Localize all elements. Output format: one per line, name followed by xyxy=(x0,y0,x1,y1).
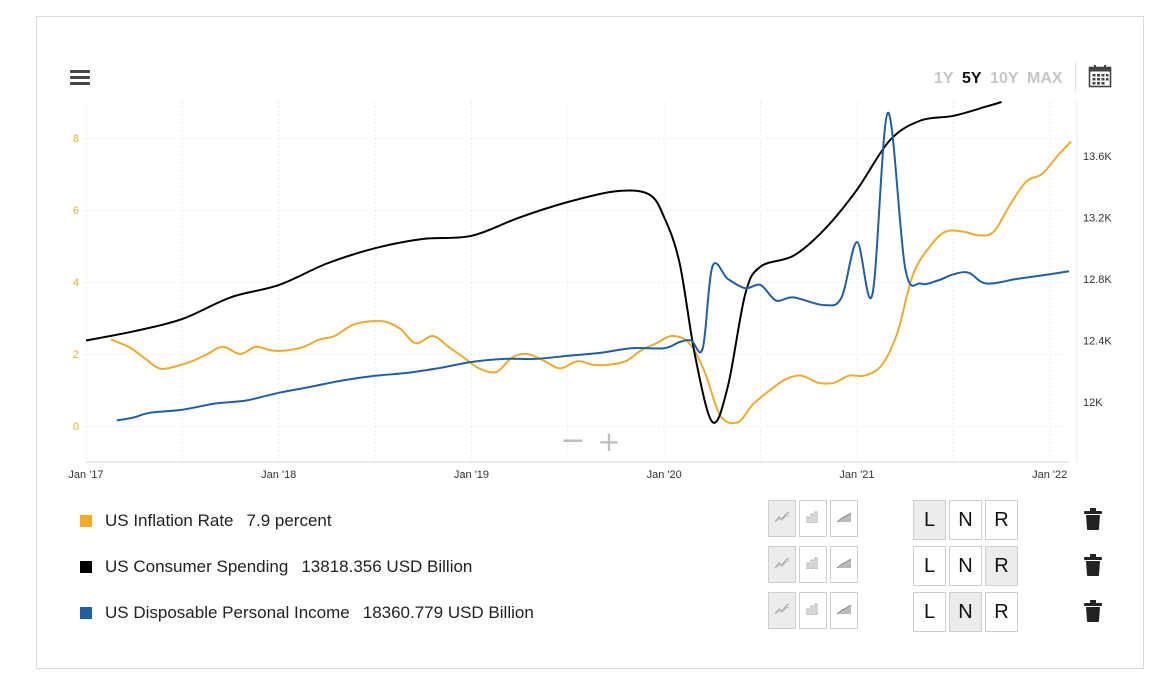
trash-icon[interactable] xyxy=(1084,554,1102,581)
range-selector: 1Y 5Y 10Y MAX xyxy=(934,70,1067,88)
axis-l-button[interactable]: L xyxy=(913,500,946,540)
left-axis-tick-label: 4 xyxy=(73,277,79,289)
right-axis-tick-label: 12.4K xyxy=(1083,335,1112,347)
legend-series-name: US Disposable Personal Income xyxy=(105,603,350,622)
trash-icon[interactable] xyxy=(1084,600,1102,627)
area-type-button[interactable] xyxy=(830,546,858,583)
left-y-axis: 0 2 4 6 8 xyxy=(73,133,79,433)
left-axis-tick-label: 2 xyxy=(73,349,79,361)
axis-l-button[interactable]: L xyxy=(913,592,946,632)
bar-type-button[interactable] xyxy=(799,592,827,629)
area-type-icon xyxy=(836,556,852,574)
line-type-button[interactable] xyxy=(768,546,796,583)
right-axis-tick-label: 12K xyxy=(1083,397,1103,409)
right-axis-tick-label: 12.8K xyxy=(1083,274,1112,286)
chart-type-buttons xyxy=(768,592,861,629)
line-type-button[interactable] xyxy=(768,500,796,537)
x-axis-tick-label: Jan '17 xyxy=(68,469,103,481)
axis-r-button[interactable]: R xyxy=(985,546,1018,586)
right-y-axis: 12K 12.4K 12.8K 13.2K 13.6K xyxy=(1083,151,1112,409)
axis-n-button[interactable]: N xyxy=(949,500,982,540)
chart-type-buttons xyxy=(768,500,861,537)
series-line-consumer-spending[interactable] xyxy=(85,101,1002,424)
hamburger-menu-icon[interactable] xyxy=(70,70,90,86)
left-axis-tick-label: 0 xyxy=(73,421,79,433)
bar-type-button[interactable] xyxy=(799,500,827,537)
bar-type-icon xyxy=(805,510,821,528)
chart-type-buttons xyxy=(768,546,861,583)
series-line-disposable-income[interactable] xyxy=(116,111,1070,422)
area-type-button[interactable] xyxy=(830,592,858,629)
zoom-in-button[interactable]: + xyxy=(597,425,620,458)
legend-series-value: 13818.356 USD Billion xyxy=(301,557,473,576)
range-5y-button[interactable]: 5Y xyxy=(962,70,982,87)
x-axis-tick-label: Jan '18 xyxy=(261,469,296,481)
axis-n-button[interactable]: N xyxy=(949,546,982,586)
x-axis-tick-label: Jan '21 xyxy=(839,469,874,481)
axis-n-button[interactable]: N xyxy=(949,592,982,632)
legend-row-disposable-income: US Disposable Personal Income 18360.779 … xyxy=(80,601,534,625)
zoom-out-button[interactable]: − xyxy=(560,423,585,458)
right-axis-tick-label: 13.2K xyxy=(1083,212,1112,224)
line-type-icon xyxy=(774,510,790,528)
calendar-icon[interactable] xyxy=(1088,64,1112,88)
legend-series-value: 18360.779 USD Billion xyxy=(362,603,534,622)
bar-type-icon xyxy=(805,556,821,574)
legend-row-inflation: US Inflation Rate 7.9 percent xyxy=(80,509,332,533)
toolbar-divider xyxy=(1075,62,1076,92)
axis-r-button[interactable]: R xyxy=(985,500,1018,540)
line-type-icon xyxy=(774,556,790,574)
legend-series-name: US Inflation Rate xyxy=(105,511,234,530)
area-type-icon xyxy=(836,510,852,528)
legend-series-value: 7.9 percent xyxy=(246,511,332,530)
legend-row-consumer-spending: US Consumer Spending 13818.356 USD Billi… xyxy=(80,555,472,579)
left-axis-tick-label: 6 xyxy=(73,205,79,217)
bar-type-icon xyxy=(805,602,821,620)
legend-swatch xyxy=(80,561,92,573)
left-axis-tick-label: 8 xyxy=(73,133,79,145)
x-axis-tick-label: Jan '22 xyxy=(1032,469,1067,481)
legend-swatch xyxy=(80,515,92,527)
x-axis-tick-label: Jan '19 xyxy=(454,469,489,481)
x-axis: Jan '17 Jan '18 Jan '19 Jan '20 Jan '21 Jan '… xyxy=(68,469,1067,481)
series-line-inflation-rate[interactable] xyxy=(110,140,1072,425)
chart-grid xyxy=(85,102,1078,463)
right-axis-tick-label: 13.6K xyxy=(1083,151,1112,163)
line-type-icon xyxy=(774,602,790,620)
line-type-button[interactable] xyxy=(768,592,796,629)
range-1y-button[interactable]: 1Y xyxy=(934,70,954,87)
trash-icon[interactable] xyxy=(1084,508,1102,535)
range-max-button[interactable]: MAX xyxy=(1026,70,1063,87)
area-type-icon xyxy=(836,602,852,620)
legend-swatch xyxy=(80,607,92,619)
legend-series-name: US Consumer Spending xyxy=(105,557,289,576)
x-axis-tick-label: Jan '20 xyxy=(647,469,682,481)
range-10y-button[interactable]: 10Y xyxy=(990,70,1019,87)
area-type-button[interactable] xyxy=(830,500,858,537)
chart-series xyxy=(85,101,1072,425)
axis-l-button[interactable]: L xyxy=(913,546,946,586)
axis-r-button[interactable]: R xyxy=(985,592,1018,632)
bar-type-button[interactable] xyxy=(799,546,827,583)
